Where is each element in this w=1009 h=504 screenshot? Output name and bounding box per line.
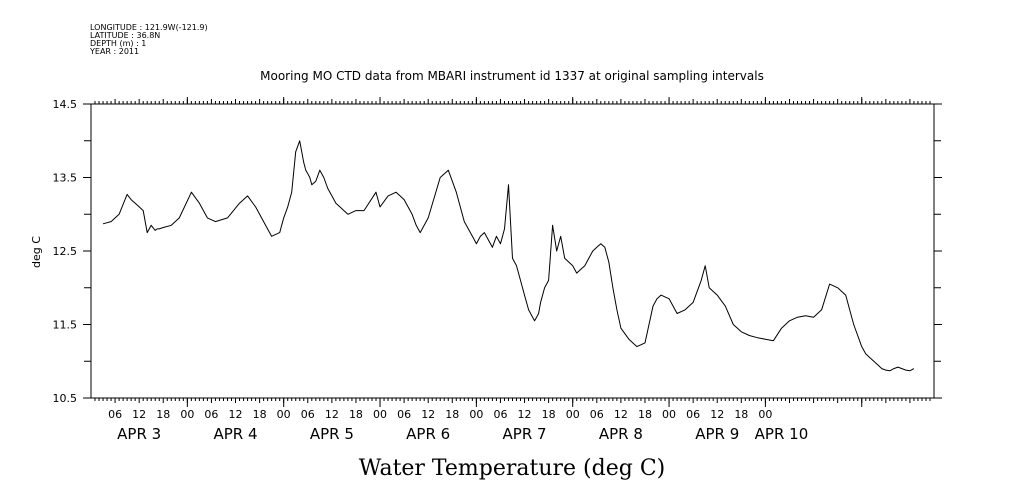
x-day-label: APR 5 <box>310 425 354 443</box>
x-tick-label: 06 <box>204 408 218 421</box>
y-tick-label: 13.5 <box>53 172 78 185</box>
x-tick-label: 12 <box>229 408 243 421</box>
x-tick-label: 18 <box>253 408 267 421</box>
x-tick-label: 00 <box>662 408 676 421</box>
x-tick-label: 00 <box>373 408 387 421</box>
x-tick-label: 18 <box>638 408 652 421</box>
x-day-label: APR 9 <box>695 425 739 443</box>
x-axis-label: Water Temperature (deg C) <box>359 456 666 481</box>
x-tick-label: 06 <box>686 408 700 421</box>
x-tick-label: 12 <box>518 408 532 421</box>
x-tick-label: 00 <box>758 408 772 421</box>
y-tick-label: 10.5 <box>53 392 78 405</box>
x-day-label: APR 8 <box>599 425 643 443</box>
series-line-0 <box>102 140 915 372</box>
x-tick-label: 12 <box>421 408 435 421</box>
x-tick-label: 00 <box>180 408 194 421</box>
x-tick-label: 12 <box>614 408 628 421</box>
x-tick-label: 18 <box>734 408 748 421</box>
x-tick-label: 12 <box>132 408 146 421</box>
x-tick-label: 06 <box>590 408 604 421</box>
y-tick-label: 12.5 <box>53 245 78 258</box>
y-tick-label: 14.5 <box>53 98 78 111</box>
depth-label: DEPTH (m) : 1 <box>90 39 147 48</box>
x-tick-label: 18 <box>445 408 459 421</box>
chart-title: Mooring MO CTD data from MBARI instrumen… <box>260 69 764 83</box>
longitude-label: LONGITUDE : 121.9W(-121.9) <box>90 23 208 32</box>
x-tick-label: 00 <box>277 408 291 421</box>
x-tick-label: 18 <box>156 408 170 421</box>
x-tick-label: 18 <box>349 408 363 421</box>
x-day-label: APR 10 <box>755 425 809 443</box>
y-axis-label: deg C <box>30 236 43 268</box>
year-label: YEAR : 2011 <box>90 47 140 56</box>
x-tick-label: 18 <box>542 408 556 421</box>
x-tick-label: 06 <box>108 408 122 421</box>
x-tick-label: 12 <box>710 408 724 421</box>
x-day-label: APR 4 <box>213 425 257 443</box>
x-tick-label: 06 <box>397 408 411 421</box>
latitude-label: LATITUDE : 36.8N <box>90 31 161 40</box>
x-day-label: APR 3 <box>117 425 161 443</box>
x-tick-label: 06 <box>301 408 315 421</box>
plot-layer: 06 12 18 00 06 12 18 00 06 12 18 00 06 12 18 00 06 12 18 00… <box>53 97 942 443</box>
x-tick-label: 00 <box>469 408 483 421</box>
y-tick-label: 11.5 <box>53 319 78 332</box>
x-day-label: APR 7 <box>503 425 547 443</box>
x-day-label: APR 6 <box>406 425 450 443</box>
x-tick-label: 06 <box>493 408 507 421</box>
x-tick-label: 12 <box>325 408 339 421</box>
x-tick-label: 00 <box>566 408 580 421</box>
